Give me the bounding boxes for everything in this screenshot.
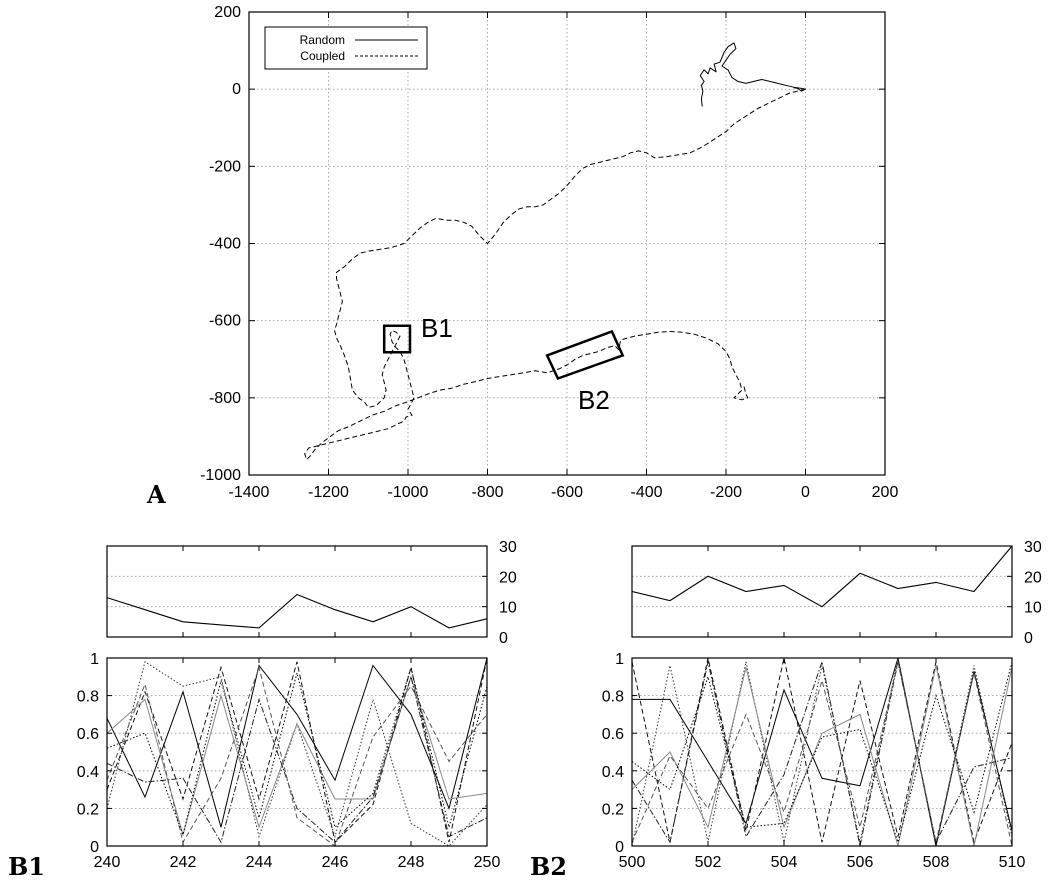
top-plot-frame (631, 545, 1013, 638)
panel-b2: 0 10 20 30 500 502 504 506 508 510 0 0.2 0.4 0.6 0.8 1… (530, 539, 1042, 881)
y-tick-label: 0 (499, 630, 508, 647)
bottom-series-line (631, 659, 1013, 847)
box-label-b1: B1 (421, 313, 453, 343)
y-tick-label: -1000 (200, 467, 241, 484)
x-tick-label: 246 (322, 854, 349, 871)
panel-label-a: A (146, 480, 166, 509)
x-tick-label: -1000 (388, 484, 429, 501)
zoom-box-b2 (545, 329, 625, 381)
panel-b1-top-plot: 0 10 20 30 (106, 539, 517, 647)
x-tick-label: 244 (246, 854, 273, 871)
panel-a-series (304, 42, 806, 461)
legend-label-random: Random (300, 33, 345, 47)
x-tick-label: 248 (398, 854, 425, 871)
y-tick-label: 0 (232, 81, 241, 98)
x-tick-label: 504 (771, 854, 798, 871)
y-tick-label: 0.6 (602, 726, 624, 743)
bottom-series-line (631, 657, 1013, 844)
bottom-series-line (106, 674, 488, 844)
box-label-b2: B2 (578, 385, 610, 415)
x-tick-label: 0 (801, 484, 810, 501)
y-tick-label: 1 (615, 651, 624, 668)
x-tick-label: -200 (710, 484, 742, 501)
panel-b1-bottom-plot: 240 242 244 246 248 250 0 0.2 0.4 0.6 0.8 1 (77, 651, 501, 871)
panel-b2-top-plot: 0 10 20 30 (631, 539, 1042, 647)
x-tick-label: -1400 (229, 484, 270, 501)
panel-label-b1: B1 (8, 852, 45, 881)
panel-b2-bottom-plot: 500 502 504 506 508 510 0 0.2 0.4 0.6 0.8 1 (602, 651, 1026, 871)
series-line-coupled (304, 88, 806, 461)
y-tick-label: 0.6 (77, 726, 99, 743)
panel-a-grid (249, 12, 885, 475)
y-tick-label: 0.4 (77, 764, 99, 781)
y-tick-label: 10 (499, 600, 517, 617)
zoom-box-b1 (382, 324, 412, 354)
y-tick-label: 0.8 (77, 689, 99, 706)
y-tick-label: -400 (209, 236, 241, 253)
bottom-series-line (106, 665, 488, 847)
top-series-line (631, 545, 1013, 608)
x-tick-label: -800 (471, 484, 503, 501)
panel-a-ticks: -1400 -1200 -1000 -800 -600 -400 -200 0 200 -1000… (200, 4, 898, 501)
x-tick-label: 508 (923, 854, 950, 871)
panel-label-b2: B2 (530, 852, 567, 881)
x-tick-label: -1200 (308, 484, 349, 501)
y-tick-label: -200 (209, 158, 241, 175)
x-tick-label: 240 (94, 854, 121, 871)
y-tick-label: 0.2 (602, 801, 624, 818)
top-series-line (106, 593, 488, 629)
legend-box (264, 26, 428, 70)
y-tick-label: 20 (499, 569, 517, 586)
x-tick-label: -400 (630, 484, 662, 501)
x-tick-label: 242 (170, 854, 197, 871)
y-tick-label: 1 (90, 651, 99, 668)
y-tick-label: 0 (90, 839, 99, 856)
y-tick-label: 0.2 (77, 801, 99, 818)
x-tick-label: 500 (619, 854, 646, 871)
panel-b1: 0 10 20 30 240 242 244 246 248 250 0 0.2 0.4 0.6 0.8 1… (8, 539, 517, 881)
y-tick-label: -800 (209, 390, 241, 407)
series-line-random (699, 42, 806, 107)
legend-label-coupled: Coupled (300, 49, 345, 63)
top-plot-frame (106, 545, 488, 638)
panel-a-annotations (382, 324, 625, 381)
bottom-plot-frame (106, 657, 488, 847)
bottom-series-line (106, 657, 488, 828)
panel-a-plot: -1400 -1200 -1000 -800 -600 -400 -200 0 200 -1000… (146, 4, 898, 509)
y-tick-label: 0.4 (602, 764, 624, 781)
x-tick-label: 200 (872, 484, 899, 501)
y-tick-label: 0 (1024, 630, 1033, 647)
y-tick-label: 10 (1024, 600, 1042, 617)
legend: Random Coupled (264, 26, 428, 70)
y-tick-label: 0.8 (602, 689, 624, 706)
bottom-plot-frame (631, 657, 1013, 847)
bottom-series-line (632, 657, 1013, 847)
y-tick-label: 20 (1024, 569, 1042, 586)
y-tick-label: 200 (214, 4, 241, 21)
x-tick-label: 506 (847, 854, 874, 871)
x-tick-label: 502 (695, 854, 722, 871)
y-tick-label: 30 (1024, 539, 1042, 556)
bottom-series-line (631, 661, 1013, 844)
y-tick-label: -600 (209, 313, 241, 330)
x-tick-label: 250 (474, 854, 501, 871)
bottom-series-line (106, 657, 488, 844)
y-tick-label: 0 (615, 839, 624, 856)
bottom-series-line (106, 665, 488, 837)
x-tick-label: -600 (551, 484, 583, 501)
y-tick-label: 30 (499, 539, 517, 556)
bottom-series-line (631, 661, 1013, 847)
bottom-series-line (631, 665, 1013, 847)
x-tick-label: 510 (999, 854, 1026, 871)
